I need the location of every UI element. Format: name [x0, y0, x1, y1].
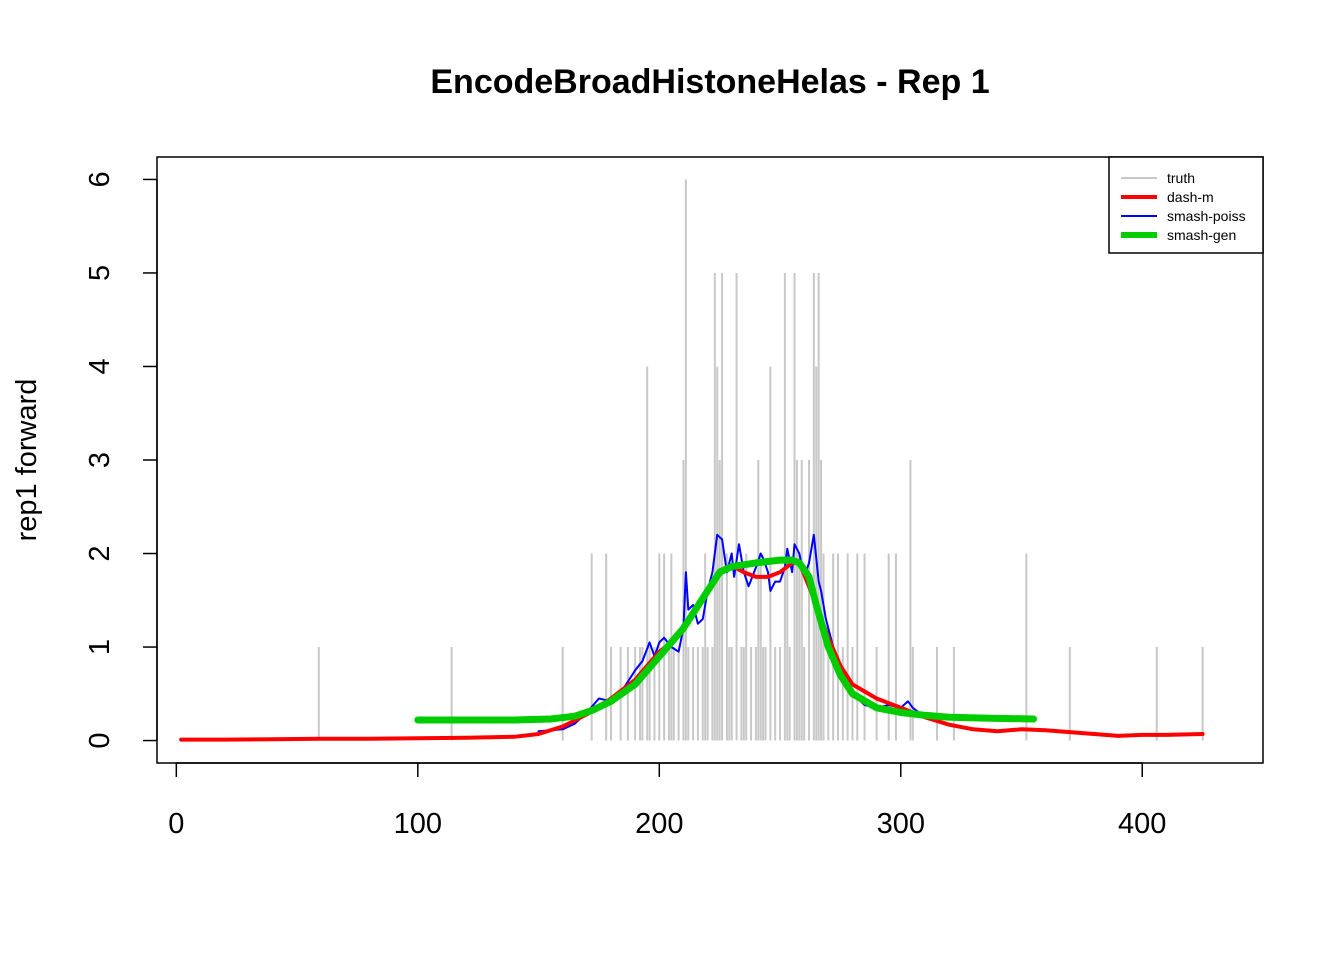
- chart-title: EncodeBroadHistoneHelas - Rep 1: [430, 63, 989, 101]
- series-line-smash-gen: [414, 556, 1038, 724]
- y-tick-label: 5: [84, 265, 116, 281]
- legend-label-smash-gen: smash-gen: [1167, 227, 1236, 243]
- y-tick-label: 2: [84, 545, 116, 561]
- series-lines: [179, 533, 1205, 742]
- x-tick-label: 200: [635, 808, 683, 840]
- legend-label-truth: truth: [1167, 170, 1195, 186]
- legend-label-smash-poiss: smash-poiss: [1167, 208, 1246, 224]
- plot-frame: [156, 156, 1264, 764]
- x-tick-label: 300: [877, 808, 925, 840]
- series-line-dash-m: [179, 560, 1205, 742]
- x-axis: 0 100 200 300 400: [168, 762, 1166, 840]
- x-tick-label: 0: [168, 808, 184, 840]
- y-tick-label: 1: [84, 639, 116, 655]
- y-tick-label: 4: [84, 358, 116, 374]
- truth-bars: [317, 179, 1204, 741]
- y-tick-label: 0: [84, 732, 116, 748]
- y-axis-label: rep1 forward: [11, 379, 43, 542]
- legend: truth dash-m smash-poiss smash-gen: [1108, 156, 1264, 254]
- legend-label-dash-m: dash-m: [1167, 189, 1214, 205]
- y-tick-label: 6: [84, 171, 116, 187]
- x-tick-label: 400: [1118, 808, 1166, 840]
- x-tick-label: 100: [394, 808, 442, 840]
- y-tick-label: 3: [84, 452, 116, 468]
- y-axis: 0 1 2 3 4 5 6: [84, 171, 158, 749]
